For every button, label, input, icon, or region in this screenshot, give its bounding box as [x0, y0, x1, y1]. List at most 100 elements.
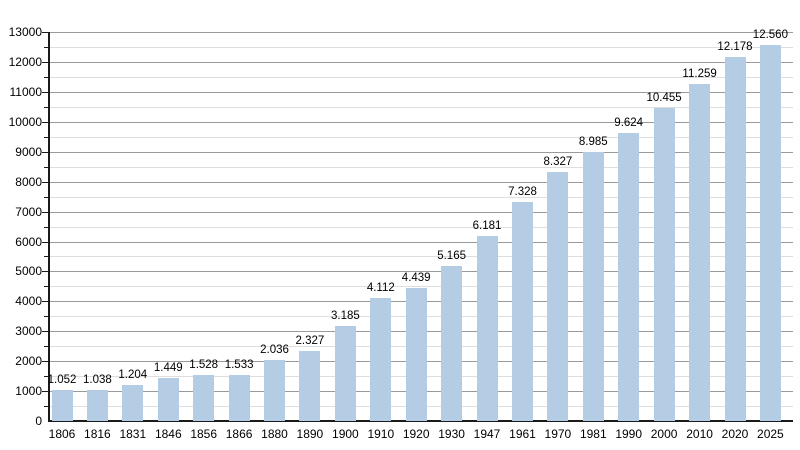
x-axis-label: 1846 [154, 427, 182, 441]
x-axis-label: 1920 [402, 427, 430, 441]
x-axis-label: 1806 [48, 427, 76, 441]
major-gridline [50, 181, 793, 183]
y-axis-label: 1000 [15, 384, 42, 399]
minor-gridline [50, 196, 793, 198]
bar-value-label: 9.624 [614, 117, 644, 129]
bar [299, 351, 321, 421]
bar-value-label: 12.178 [717, 40, 753, 53]
y-axis-tick [44, 196, 48, 198]
bar-value-label: 3.185 [331, 309, 360, 322]
y-axis-label: 9000 [15, 144, 42, 159]
bar-value-label: 10.455 [646, 92, 682, 105]
bar [689, 84, 711, 421]
y-axis-tick [44, 286, 48, 288]
bar [86, 389, 108, 421]
x-axis-label: 1990 [615, 427, 643, 441]
bar [122, 385, 144, 421]
y-axis-label: 3000 [15, 324, 42, 339]
bar [618, 133, 640, 421]
x-axis-label: 1961 [509, 427, 536, 441]
y-axis-label: 12000 [8, 54, 42, 69]
bar [157, 377, 179, 421]
y-axis-tick [44, 47, 48, 48]
bar-value-label: 1.204 [118, 369, 148, 381]
x-axis-label: 1910 [367, 427, 395, 441]
minor-gridline [50, 76, 793, 78]
x-axis-label: 1856 [190, 427, 218, 441]
bar [582, 152, 604, 421]
bar [264, 360, 285, 421]
bar [193, 375, 215, 421]
bar-value-label: 7.328 [508, 185, 537, 198]
bar-value-label: 12.560 [752, 29, 788, 42]
x-axis-label: 1816 [84, 427, 111, 441]
y-axis-label: 11000 [9, 84, 42, 99]
x-axis-line [48, 420, 793, 422]
bar-value-label: 4.112 [366, 282, 395, 294]
bar-value-label: 2.327 [295, 335, 325, 348]
x-axis-label: 2000 [650, 427, 678, 441]
bar [51, 389, 73, 421]
y-axis-tick [44, 406, 48, 407]
bar-value-label: 1.449 [153, 361, 183, 374]
bar [512, 201, 533, 421]
bar [441, 266, 463, 421]
bar-value-label: 1.038 [83, 373, 112, 386]
y-axis-label: 2000 [15, 354, 42, 369]
bar [724, 56, 746, 421]
x-axis-label: 1831 [119, 427, 147, 441]
minor-gridline [50, 166, 793, 168]
minor-gridline [50, 286, 793, 288]
y-axis-label: 4000 [15, 294, 42, 309]
y-axis-tick [42, 301, 48, 303]
y-axis-tick [44, 256, 48, 258]
major-gridline [50, 91, 793, 93]
bar-value-label: 8.985 [578, 136, 608, 149]
y-axis-label: 6000 [15, 234, 42, 249]
x-axis-label: 1981 [579, 427, 607, 441]
y-axis-tick [44, 76, 48, 78]
plot-area: 1.052 1.038 1.204 1.449 1.528 1.533 2.036 2.327… [47, 29, 793, 421]
x-axis-label: 1970 [544, 427, 572, 441]
x-axis-label: 2010 [686, 427, 713, 441]
y-axis-tick [42, 91, 48, 93]
major-gridline [50, 32, 793, 33]
y-axis-tick [42, 181, 48, 183]
minor-gridline [50, 47, 793, 48]
minor-gridline [50, 226, 793, 228]
x-axis-label: 1880 [261, 427, 288, 441]
y-axis-tick [44, 166, 48, 168]
y-axis-label: 13000 [8, 25, 42, 39]
y-axis-tick [44, 316, 48, 318]
bar [759, 45, 781, 421]
y-axis-label: 8000 [15, 174, 42, 189]
y-axis-tick [42, 211, 48, 213]
minor-gridline [50, 256, 793, 258]
bar [653, 108, 675, 421]
bar-value-label: 1.052 [47, 373, 77, 386]
bar-value-label: 4.439 [401, 272, 431, 285]
y-axis-line [48, 32, 50, 421]
y-axis-tick [42, 271, 48, 273]
bar-value-label: 8.327 [543, 155, 573, 168]
major-gridline [50, 271, 793, 273]
major-gridline [50, 241, 793, 243]
y-axis-label: 10000 [8, 114, 42, 129]
bar-value-label: 1.528 [189, 359, 219, 372]
major-gridline [50, 61, 793, 63]
bar-value-label: 6.181 [472, 220, 502, 232]
major-gridline [50, 151, 793, 153]
x-axis-label: 1947 [473, 427, 501, 441]
x-axis-label: 2020 [721, 427, 749, 441]
y-axis-tick [42, 361, 48, 363]
y-axis-tick [42, 241, 48, 243]
y-axis-tick [42, 331, 48, 333]
major-gridline [50, 121, 793, 123]
bar [370, 298, 392, 421]
bar [334, 325, 356, 421]
y-axis-tick [44, 376, 48, 378]
y-axis-tick [42, 61, 48, 63]
y-axis-label: 5000 [15, 264, 42, 279]
x-axis-label: 1866 [225, 427, 253, 441]
